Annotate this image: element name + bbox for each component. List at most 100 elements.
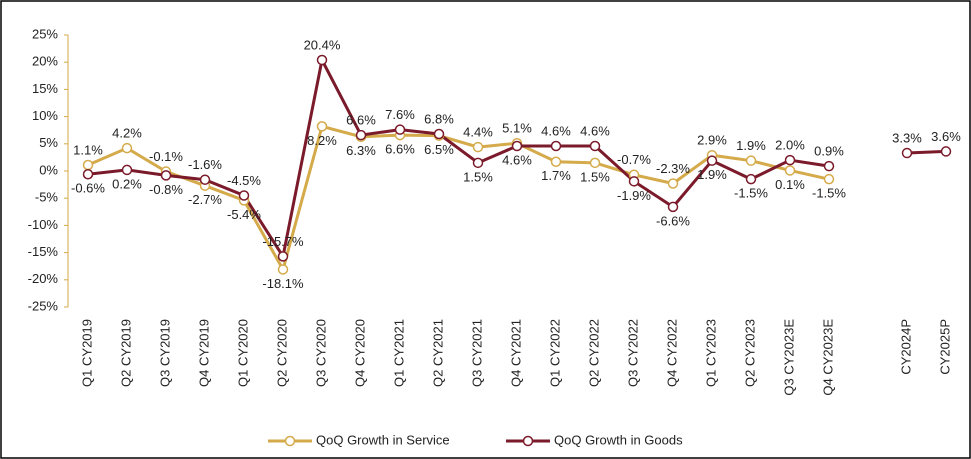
point [238, 190, 250, 201]
data-label: 2.0% [775, 138, 805, 153]
data-label: 5.1% [502, 121, 532, 136]
point [316, 54, 328, 66]
point [589, 157, 601, 169]
y-tick-label: 10% [32, 108, 58, 123]
y-tick-label: -20% [28, 271, 59, 286]
y-tick-label: 20% [32, 54, 58, 69]
x-tick-label: Q1 CY2020 [235, 319, 250, 387]
y-tick-label: -25% [28, 298, 59, 313]
x-tick-label: Q4 CY2022 [664, 319, 679, 387]
y-tick-label: 0% [39, 162, 58, 177]
legend-label: QoQ Growth in Goods [554, 432, 683, 447]
data-label: 1.5% [463, 169, 493, 184]
data-label: 1.1% [73, 142, 103, 157]
data-label: 4.6% [541, 123, 571, 138]
data-label: -5.4% [227, 207, 261, 222]
data-label: -1.5% [812, 186, 846, 201]
data-label: -0.8% [149, 182, 183, 197]
x-tick-label: Q2 CY2020 [274, 319, 289, 387]
data-label: 1.9% [736, 138, 766, 153]
x-tick-label: Q4 CY2021 [508, 319, 523, 387]
x-tick-label: Q4 CY2023E [820, 319, 835, 396]
data-label: 6.8% [424, 111, 454, 126]
point [940, 146, 952, 157]
point [667, 201, 679, 213]
x-tick-label: Q1 CY2023 [703, 319, 718, 387]
data-label: -4.5% [227, 173, 261, 188]
point [784, 154, 796, 166]
data-label: 4.6% [580, 123, 610, 138]
series-line [87, 55, 947, 261]
legend-label: QoQ Growth in Service [316, 432, 450, 447]
data-label: -0.6% [71, 181, 105, 196]
data-label: 4.6% [502, 152, 532, 167]
data-label: -6.6% [656, 213, 690, 228]
point [745, 155, 757, 166]
x-tick-label: Q3 CY2019 [157, 319, 172, 387]
data-label: 3.3% [892, 130, 922, 145]
x-tick-label: Q2 CY2022 [586, 319, 601, 387]
x-tick-label: Q2 CY2021 [430, 319, 445, 387]
data-label: 0.1% [775, 177, 805, 192]
point [82, 169, 94, 180]
x-tick-label: Q2 CY2019 [118, 319, 133, 387]
y-tick-label: 5% [39, 135, 58, 150]
point [823, 160, 835, 172]
data-label: -1.5% [734, 186, 768, 201]
y-tick-label: -5% [35, 190, 59, 205]
point [121, 142, 133, 154]
legend-marker [284, 435, 296, 447]
data-label: 6.6% [346, 113, 376, 128]
x-tick-label: CY2025P [937, 319, 952, 375]
data-label: 0.9% [814, 144, 844, 159]
data-label: -1.6% [188, 157, 222, 172]
y-tick-label: -15% [28, 244, 59, 259]
point [160, 170, 172, 181]
x-tick-label: Q1 CY2021 [391, 319, 406, 387]
point [82, 159, 94, 171]
point [433, 128, 445, 140]
data-label: -0.7% [617, 152, 651, 167]
point [511, 140, 523, 152]
x-tick-label: Q1 CY2019 [79, 319, 94, 387]
data-label: 1.7% [541, 168, 571, 183]
data-label: 8.2% [307, 133, 337, 148]
point [784, 165, 796, 176]
x-tick-label: Q4 CY2019 [196, 319, 211, 387]
data-label: 3.6% [931, 129, 961, 144]
point [121, 164, 133, 176]
data-label: 0.2% [112, 176, 142, 191]
x-tick-label: Q1 CY2022 [547, 319, 562, 387]
data-label: 1.9% [697, 167, 727, 182]
series-line [87, 124, 830, 274]
x-tick-label: Q2 CY2023 [742, 319, 757, 387]
point [199, 174, 211, 185]
point [823, 173, 835, 185]
point [667, 178, 679, 189]
x-tick-label: CY2024P [898, 319, 913, 375]
data-label: 20.4% [304, 37, 341, 52]
point [355, 129, 367, 141]
y-tick-label: 15% [32, 81, 58, 96]
data-label: -18.1% [262, 276, 304, 291]
data-label: 2.9% [697, 133, 727, 148]
point [706, 155, 718, 166]
point [316, 121, 328, 132]
legend-marker [522, 435, 534, 447]
point [589, 140, 601, 152]
data-label: -2.7% [188, 192, 222, 207]
point [745, 173, 757, 185]
data-label: -1.9% [617, 188, 651, 203]
y-tick-label: 25% [32, 26, 58, 41]
x-tick-label: Q3 CY2020 [313, 319, 328, 387]
y-tick-label: -10% [28, 217, 59, 232]
data-label: 4.4% [463, 125, 493, 140]
x-tick-label: Q4 CY2020 [352, 319, 367, 387]
point [550, 156, 562, 168]
point [277, 251, 289, 262]
data-label: 1.5% [580, 169, 610, 184]
point [628, 176, 640, 187]
data-label: -0.1% [149, 149, 183, 164]
